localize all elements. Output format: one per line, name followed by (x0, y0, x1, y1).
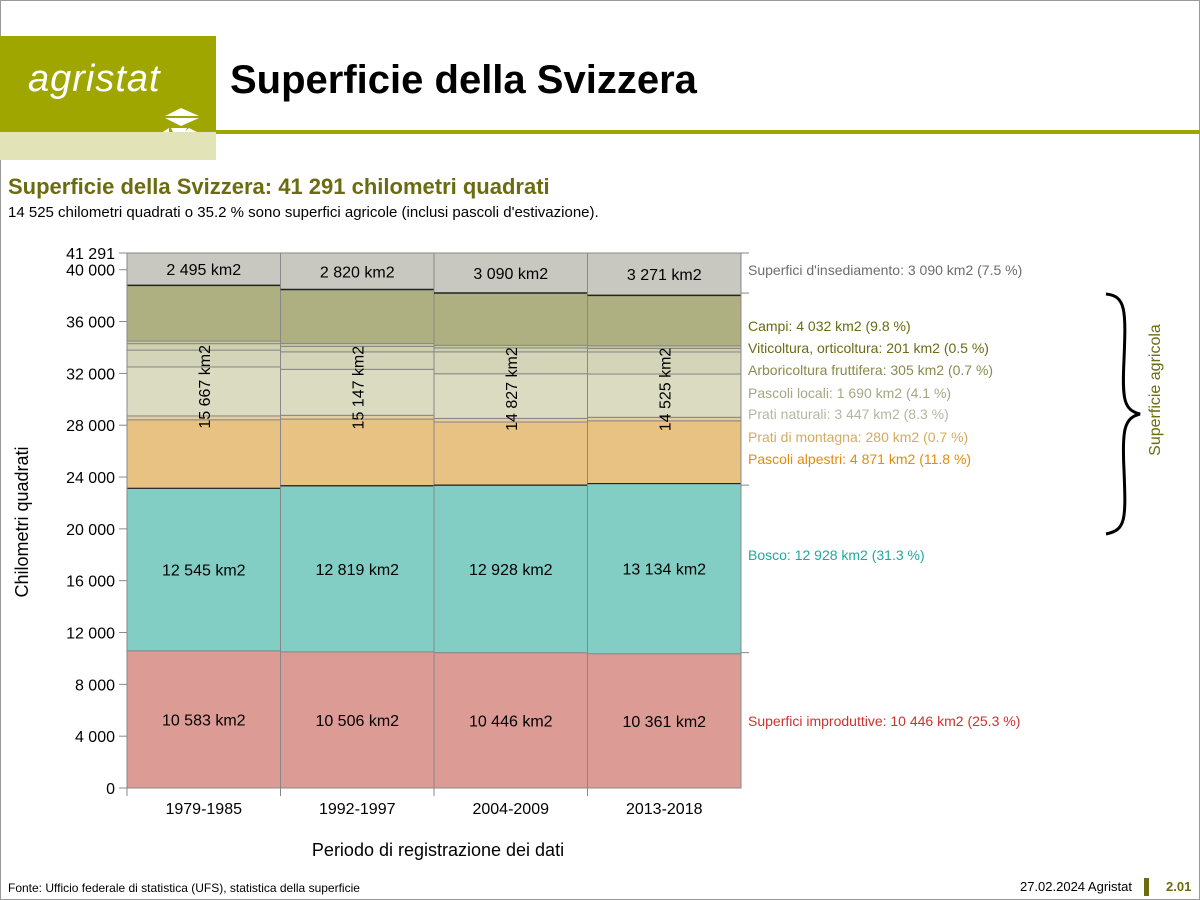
data-label-improduttive: 10 361 km2 (622, 714, 706, 731)
y-tick-label: 20 000 (66, 522, 115, 539)
bar-segment (587, 653, 742, 789)
x-tick-label: 1992-1997 (319, 801, 396, 818)
page-title: Superficie della Svizzera (230, 58, 697, 102)
x-tick-label: 2004-2009 (472, 801, 549, 818)
bar-segment (280, 252, 435, 291)
y-tick-label: 12 000 (66, 626, 115, 643)
y-tick-label: 8 000 (75, 677, 115, 694)
y-tick-label: 28 000 (66, 418, 115, 435)
logo-text: agristat (28, 58, 161, 100)
data-label-insediamento: 2 820 km2 (320, 264, 395, 281)
bar-segment (126, 252, 281, 286)
y-axis-title: Chilometri quadrati (12, 446, 32, 597)
y-tick-label: 4 000 (75, 729, 115, 746)
bracket-label: Superficie agricola (1147, 324, 1164, 456)
legend-item: Prati naturali: 3 447 km2 (8.3 %) (748, 406, 949, 422)
legend-item: Viticoltura, orticoltura: 201 km2 (0.5 %… (748, 340, 989, 356)
agri-bracket-icon (1105, 292, 1141, 536)
data-label-bosco: 13 134 km2 (622, 562, 706, 579)
x-tick-label: 2013-2018 (626, 801, 703, 818)
legend-item: Campi: 4 032 km2 (9.8 %) (748, 318, 911, 334)
page-number: 2.01 (1166, 879, 1192, 894)
data-label-improduttive: 10 446 km2 (469, 713, 553, 730)
bar-segment (587, 294, 742, 347)
data-label-agricola: 15 147 km2 (350, 346, 367, 430)
legend-item: Arboricoltura fruttifera: 305 km2 (0.7 %… (748, 362, 993, 378)
legend-item: Pascoli alpestri: 4 871 km2 (11.8 %) (748, 451, 971, 467)
data-label-agricola: 14 827 km2 (504, 347, 521, 431)
bar-segment (126, 487, 281, 652)
bar-segment (126, 650, 281, 789)
y-tick-label: 41 291 (66, 246, 115, 263)
footer-source: Fonte: Ufficio federale di statistica (U… (8, 881, 360, 895)
y-tick-label: 0 (106, 781, 115, 798)
data-label-insediamento: 3 090 km2 (473, 266, 548, 283)
chart-subtitle: Superficie della Svizzera: 41 291 chilom… (8, 174, 550, 199)
bar-segment (280, 368, 435, 416)
bar-segment (280, 418, 435, 487)
bar-segment (587, 420, 742, 485)
y-tick-label: 32 000 (66, 366, 115, 383)
bar-segment (126, 366, 281, 417)
data-label-bosco: 12 545 km2 (162, 563, 246, 580)
bar-segment (280, 485, 435, 653)
data-label-agricola: 14 525 km2 (657, 348, 674, 432)
data-label-insediamento: 2 495 km2 (166, 262, 241, 279)
data-label-bosco: 12 819 km2 (315, 562, 399, 579)
data-label-insediamento: 3 271 km2 (627, 267, 702, 284)
bar-segment (126, 419, 281, 489)
header-rule (216, 130, 1200, 134)
bar-segment (280, 651, 435, 789)
footer-divider (1144, 878, 1149, 896)
bar-segment (433, 292, 588, 346)
bar-segment (280, 289, 435, 345)
y-tick-label: 40 000 (66, 263, 115, 280)
data-label-improduttive: 10 583 km2 (162, 712, 246, 729)
legend-item: Bosco: 12 928 km2 (31.3 %) (748, 547, 925, 563)
chart-description: 14 525 chilometri quadrati o 35.2 % sono… (8, 204, 599, 221)
x-tick-label: 1979-1985 (165, 801, 242, 818)
data-label-bosco: 12 928 km2 (469, 562, 553, 579)
legend-item: Pascoli locali: 1 690 km2 (4.1 %) (748, 385, 951, 401)
y-tick-label: 24 000 (66, 470, 115, 487)
bar-segment (433, 484, 588, 654)
legend-item: Superfici d'insediamento: 3 090 km2 (7.5… (748, 262, 1022, 278)
y-tick-label: 36 000 (66, 315, 115, 332)
x-axis-title: Periodo di registrazione dei dati (312, 840, 564, 860)
bar-segment (587, 483, 742, 655)
legend-item: Prati di montagna: 280 km2 (0.7 %) (748, 429, 968, 445)
data-label-agricola: 15 667 km2 (197, 345, 214, 429)
logo-underbar (0, 132, 216, 160)
legend-item: Superfici improduttive: 10 446 km2 (25.3… (748, 713, 1020, 729)
bar-segment (433, 652, 588, 789)
bar-segment (126, 284, 281, 342)
data-label-improduttive: 10 506 km2 (315, 713, 399, 730)
footer-date: 27.02.2024 Agristat (1019, 879, 1132, 894)
y-tick-label: 16 000 (66, 574, 115, 591)
